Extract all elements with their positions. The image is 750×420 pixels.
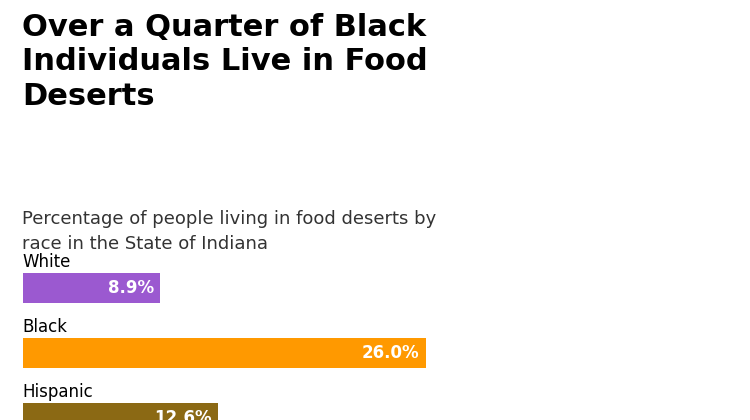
Text: Over a Quarter of Black
Individuals Live in Food
Deserts: Over a Quarter of Black Individuals Live… bbox=[22, 13, 428, 111]
Text: 8.9%: 8.9% bbox=[108, 279, 154, 297]
Text: 12.6%: 12.6% bbox=[154, 409, 212, 420]
Text: White: White bbox=[22, 253, 70, 271]
Text: Percentage of people living in food deserts by
race in the State of Indiana: Percentage of people living in food dese… bbox=[22, 210, 436, 253]
Text: 26.0%: 26.0% bbox=[362, 344, 419, 362]
Text: Black: Black bbox=[22, 318, 68, 336]
Text: Hispanic: Hispanic bbox=[22, 383, 93, 401]
